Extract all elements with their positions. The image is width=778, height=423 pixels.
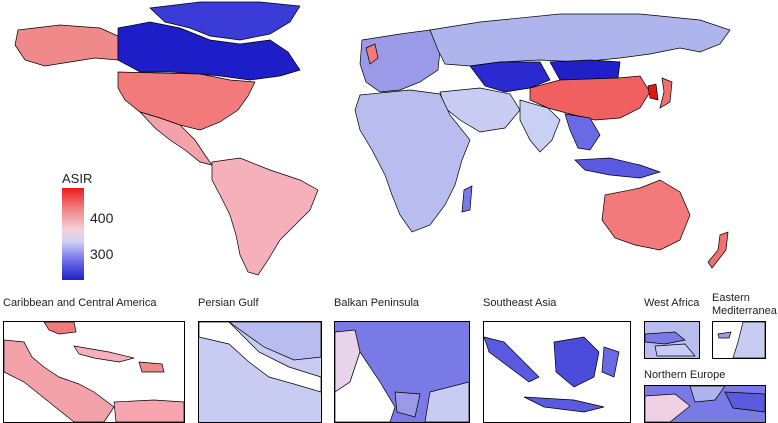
region-korea <box>647 83 659 101</box>
region-middle-east <box>439 87 521 133</box>
inset-map-west-africa <box>644 321 700 359</box>
region-australia <box>601 179 691 251</box>
inset-map-southeast-asia <box>483 321 631 423</box>
inset-caribbean-mexico <box>4 339 115 422</box>
region-mongolia <box>549 59 621 81</box>
inset-balkan-turkey <box>424 381 469 422</box>
inset-caribbean-hispaniola <box>138 361 165 373</box>
region-japan <box>659 77 673 109</box>
inset-balkan-greece <box>394 391 421 418</box>
inset-sea-sulawesi <box>601 346 620 378</box>
region-africa <box>354 89 471 233</box>
inset-em-cyprus <box>717 331 732 339</box>
region-europe <box>359 29 441 93</box>
inset-sea-java <box>523 396 605 413</box>
region-usa <box>117 71 256 131</box>
inset-title-northern-europe: Northern Europe <box>644 369 726 381</box>
inset-wa-guinea <box>654 343 696 357</box>
inset-title-southeast-asia: Southeast Asia <box>483 297 557 309</box>
inset-title-caribbean: Caribbean and Central America <box>3 297 157 309</box>
inset-caribbean-venezuela <box>113 399 184 422</box>
inset-map-eastern-mediterranean <box>712 321 766 359</box>
inset-map-northern-europe <box>644 385 766 423</box>
legend-tick-label-400: 400 <box>90 210 114 226</box>
inset-wa-gambia <box>645 331 686 345</box>
legend-title: ASIR <box>62 171 93 186</box>
inset-title-west-africa: West Africa <box>644 297 700 309</box>
inset-sea-malaysia <box>484 336 540 383</box>
inset-title-persian-gulf: Persian Gulf <box>198 297 259 309</box>
inset-title-balkan: Balkan Peninsula <box>334 297 420 309</box>
region-russia <box>429 13 731 67</box>
legend-tick-label-300: 300 <box>90 246 114 262</box>
inset-map-caribbean <box>3 321 185 423</box>
inset-gulf-iran <box>228 322 321 361</box>
region-new-zealand <box>707 231 729 269</box>
region-indonesia <box>574 157 662 179</box>
inset-ne-sweden <box>689 386 726 403</box>
region-greenland <box>149 1 301 41</box>
inset-ne-denmark <box>645 393 691 422</box>
region-uk <box>365 43 379 65</box>
region-alaska <box>14 24 119 67</box>
region-south-america <box>211 157 319 276</box>
inset-sea-borneo <box>553 336 600 388</box>
inset-caribbean-usa <box>43 322 77 335</box>
legend-color-bar <box>62 188 84 280</box>
region-se-asia <box>564 113 601 151</box>
inset-ne-baltics <box>724 391 765 413</box>
world-map <box>14 1 731 276</box>
legend-tick-400 <box>84 220 88 221</box>
inset-balkan-sea <box>335 351 396 422</box>
region-canada <box>117 21 301 81</box>
region-india <box>519 99 561 153</box>
inset-em-levant <box>732 322 765 358</box>
region-central-asia <box>469 61 551 93</box>
inset-gulf-water <box>199 322 321 393</box>
legend-tick-300 <box>84 256 88 257</box>
region-madagascar <box>461 185 473 213</box>
region-china <box>529 75 651 121</box>
inset-title-eastern-mediterranean: Eastern Mediterranea <box>712 292 777 317</box>
inset-map-persian-gulf <box>198 321 322 423</box>
inset-caribbean-cuba <box>73 345 135 363</box>
inset-map-balkan <box>334 321 470 423</box>
